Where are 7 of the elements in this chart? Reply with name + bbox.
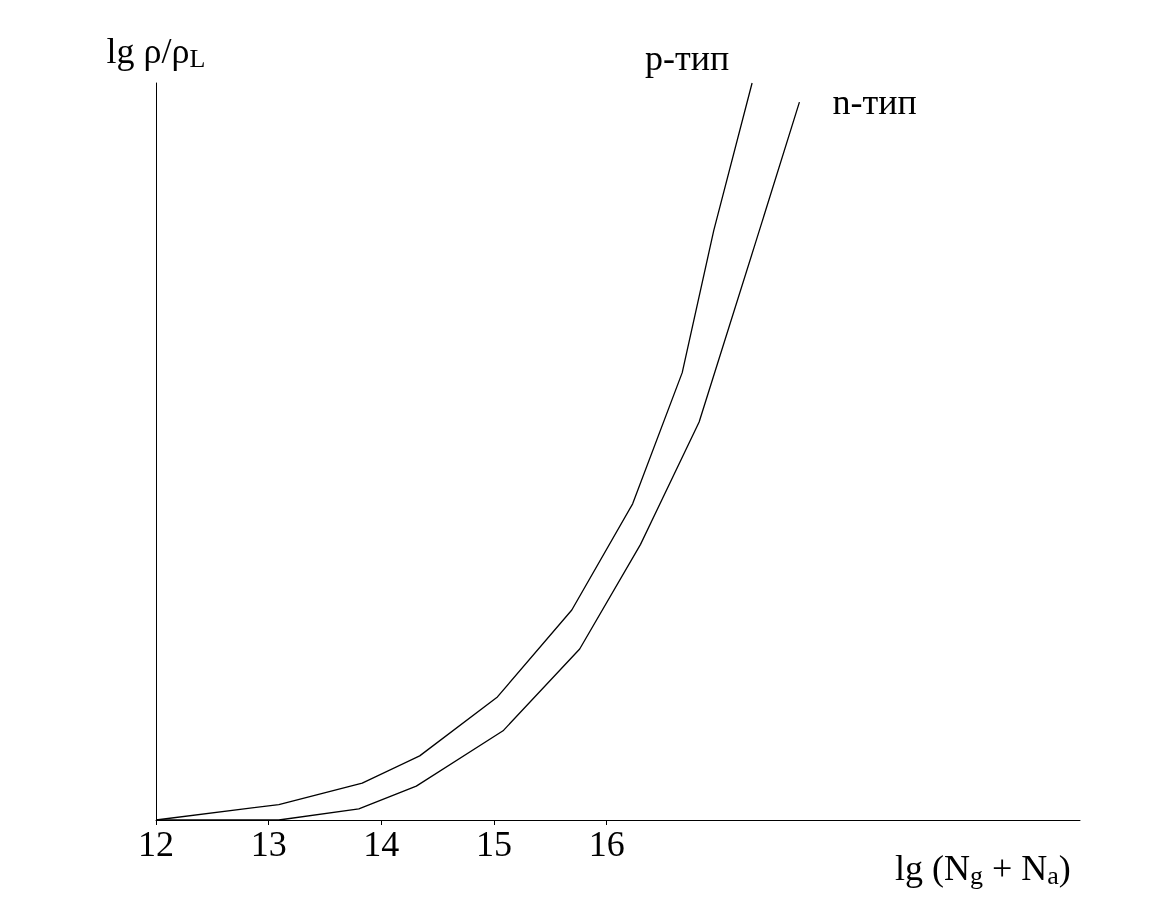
x-tick-label: 12: [138, 824, 174, 864]
series-label: p-тип: [645, 38, 730, 78]
x-tick-label: 13: [250, 824, 287, 864]
x-tick-label: 14: [363, 824, 400, 864]
x-tick-label: 16: [588, 824, 625, 864]
series-label: n-тип: [832, 82, 917, 123]
x-tick-label: 15: [476, 824, 513, 864]
